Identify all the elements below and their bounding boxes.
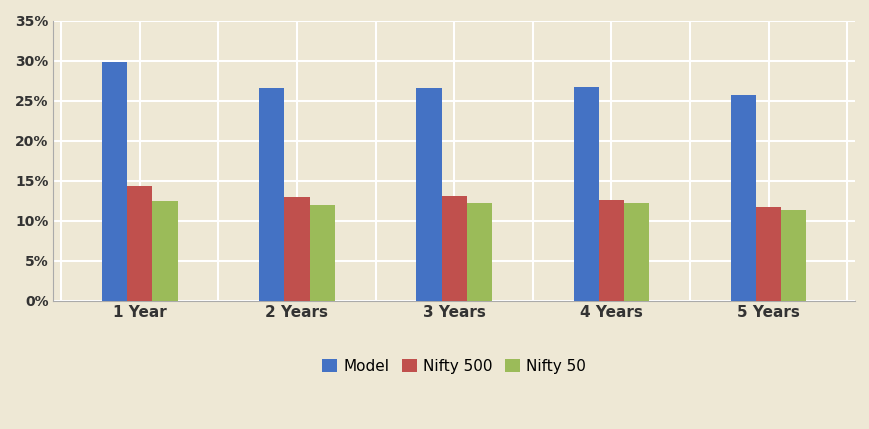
Bar xyxy=(730,95,755,301)
Bar xyxy=(441,196,467,301)
Bar xyxy=(780,210,806,301)
Bar xyxy=(416,88,441,301)
Bar xyxy=(259,88,284,301)
Bar xyxy=(598,200,623,301)
Bar xyxy=(152,200,177,301)
Bar xyxy=(102,62,127,301)
Legend: Model, Nifty 500, Nifty 50: Model, Nifty 500, Nifty 50 xyxy=(315,353,592,380)
Bar xyxy=(623,203,648,301)
Bar xyxy=(573,87,598,301)
Bar xyxy=(284,196,309,301)
Bar xyxy=(755,207,780,301)
Bar xyxy=(127,186,152,301)
Bar xyxy=(309,205,335,301)
Bar xyxy=(467,203,491,301)
